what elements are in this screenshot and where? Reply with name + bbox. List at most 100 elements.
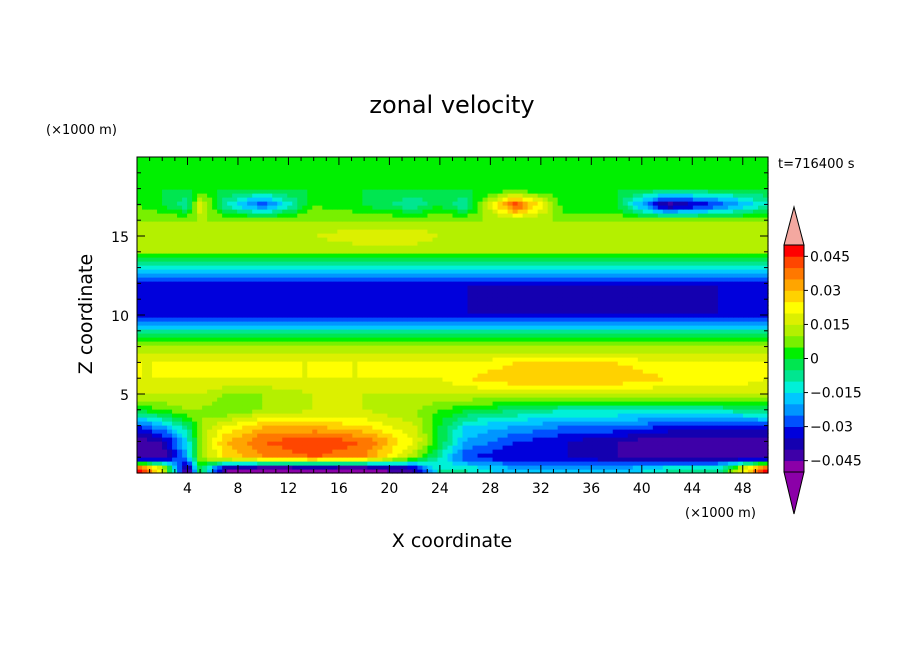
heatmap-cell (367, 401, 373, 406)
heatmap-cell (487, 453, 494, 458)
heatmap-cell (342, 417, 348, 422)
heatmap-cell (572, 393, 579, 398)
heatmap-cell (557, 333, 564, 338)
heatmap-cell (367, 405, 373, 410)
heatmap-cell (282, 405, 288, 410)
heatmap-cell (447, 337, 454, 342)
heatmap-cell (302, 393, 308, 398)
heatmap-cell (457, 429, 464, 434)
heatmap-cell (577, 405, 584, 410)
heatmap-cell (457, 317, 464, 322)
heatmap-cell (712, 381, 719, 386)
heatmap-cell (607, 405, 614, 410)
heatmap-cell (172, 325, 178, 330)
heatmap-cell (497, 353, 504, 358)
heatmap-cell (257, 445, 263, 450)
heatmap-cell (757, 325, 764, 330)
heatmap-cell (702, 329, 709, 334)
heatmap-cell (292, 393, 298, 398)
heatmap-cell (527, 389, 534, 394)
heatmap-cell (197, 437, 203, 442)
heatmap-cell (592, 317, 599, 322)
heatmap-cell (652, 457, 659, 462)
heatmap-cell (252, 325, 258, 330)
heatmap-cell (642, 441, 649, 446)
heatmap-cell (257, 401, 263, 406)
heatmap-cell (397, 429, 404, 434)
heatmap-cell (282, 321, 288, 326)
heatmap-cell (342, 421, 348, 426)
heatmap-cell (237, 369, 243, 374)
heatmap-cell (202, 381, 208, 386)
heatmap-cell (262, 393, 268, 398)
heatmap-cell (342, 373, 348, 378)
heatmap-cell (197, 341, 203, 346)
heatmap-cell (757, 405, 764, 410)
heatmap-cell (727, 321, 734, 326)
heatmap-cell (282, 457, 288, 462)
heatmap-cell (272, 349, 278, 354)
heatmap-cell (137, 453, 143, 458)
heatmap-cell (517, 421, 524, 426)
heatmap-cell (492, 349, 499, 354)
heatmap-cell (692, 321, 699, 326)
heatmap-cell (567, 317, 574, 322)
heatmap-cell (277, 453, 283, 458)
heatmap-cell (482, 369, 489, 374)
heatmap-cell (562, 357, 569, 362)
heatmap-cell (627, 437, 634, 442)
heatmap-cell (317, 397, 323, 402)
heatmap-cell (522, 401, 529, 406)
heatmap-cell (647, 337, 654, 342)
heatmap-cell (577, 365, 584, 370)
heatmap-cell (582, 345, 589, 350)
heatmap-cell (752, 453, 759, 458)
heatmap-cell (182, 425, 188, 430)
heatmap-cell (312, 317, 318, 322)
heatmap-cell (577, 337, 584, 342)
heatmap-cell (722, 437, 729, 442)
heatmap-cell (387, 401, 394, 406)
heatmap-cell (322, 457, 328, 462)
heatmap-cell (447, 373, 454, 378)
heatmap-cell (347, 409, 353, 414)
heatmap-cell (337, 425, 343, 430)
heatmap-cell (467, 385, 474, 390)
heatmap-cell (472, 389, 479, 394)
heatmap-cell (382, 337, 388, 342)
heatmap-cell (262, 421, 268, 426)
heatmap-cell (177, 437, 183, 442)
heatmap-cell (197, 445, 203, 450)
heatmap-cell (727, 349, 734, 354)
heatmap-cell (322, 469, 328, 474)
heatmap-cell (627, 453, 634, 458)
heatmap-cell (662, 393, 669, 398)
heatmap-cell (542, 413, 549, 418)
heatmap-cell (612, 337, 619, 342)
heatmap-cell (587, 325, 594, 330)
heatmap-cell (377, 361, 383, 366)
heatmap-cell (667, 373, 674, 378)
heatmap-cell (287, 389, 293, 394)
heatmap-cell (687, 441, 694, 446)
heatmap-cell (172, 393, 178, 398)
heatmap-cell (457, 409, 464, 414)
heatmap-cell (467, 373, 474, 378)
heatmap-cell (532, 457, 539, 462)
heatmap-cell (537, 429, 544, 434)
heatmap-cell (397, 357, 404, 362)
heatmap-cell (507, 349, 514, 354)
heatmap-cell (627, 465, 634, 470)
heatmap-cell (367, 349, 373, 354)
heatmap-cell (212, 413, 218, 418)
heatmap-cell (527, 405, 534, 410)
heatmap-cell (757, 337, 764, 342)
heatmap-cell (747, 437, 754, 442)
heatmap-cell (212, 441, 218, 446)
heatmap-cell (282, 317, 288, 322)
heatmap-cell (682, 433, 689, 438)
heatmap-cell (157, 377, 163, 382)
heatmap-cell (157, 329, 163, 334)
heatmap-cell (362, 393, 368, 398)
heatmap-cell (582, 405, 589, 410)
